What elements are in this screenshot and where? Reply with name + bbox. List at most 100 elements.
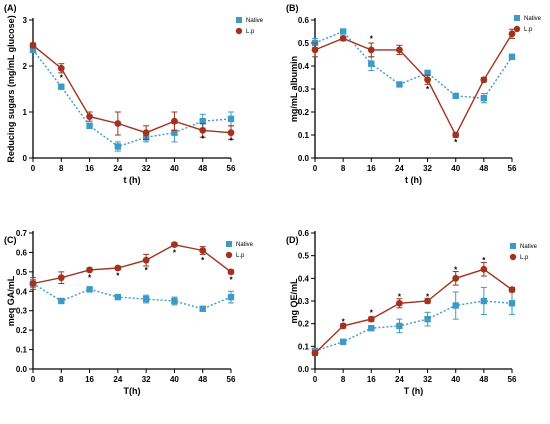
- significance-mark: *: [454, 265, 458, 274]
- data-point: [368, 60, 375, 67]
- data-point: [339, 338, 347, 345]
- x-axis-label: t (h): [124, 175, 141, 185]
- data-point: [508, 300, 516, 307]
- legend-label-native: Native: [236, 242, 254, 248]
- legend-marker-native: [510, 243, 516, 249]
- legend-marker-native: [226, 241, 232, 247]
- y-tick-label: 0.6: [298, 16, 310, 25]
- significance-mark: *: [60, 74, 64, 83]
- x-tick-label: 16: [85, 164, 94, 173]
- data-point: [396, 46, 403, 54]
- panel-label: (B): [286, 3, 299, 13]
- panel-a: (A) 0 1 2 3 0 8 16 24 32 40 48 56 t (h) Reducing sugar…: [4, 3, 264, 185]
- data-point: [29, 41, 37, 49]
- x-tick-label: 0: [313, 164, 318, 173]
- data-point: [424, 69, 431, 77]
- data-point: [424, 76, 431, 84]
- x-tick-label: 24: [395, 164, 404, 173]
- data-point: [227, 293, 235, 301]
- x-tick-label: 8: [59, 375, 64, 384]
- data-point: [367, 46, 375, 54]
- legend-label-native: Native: [246, 18, 264, 24]
- data-point: [227, 115, 235, 123]
- y-tick-label: 0.3: [298, 297, 310, 306]
- data-point: [424, 297, 431, 305]
- x-tick-label: 40: [451, 164, 460, 173]
- x-tick-label: 0: [31, 375, 36, 384]
- data-point: [311, 349, 319, 357]
- significance-mark: *: [116, 272, 120, 281]
- series-line: [314, 33, 513, 137]
- significance-mark: *: [173, 248, 177, 257]
- data-point: [508, 30, 516, 38]
- y-tick-label: 0.6: [16, 248, 28, 257]
- legend-marker-native: [514, 15, 520, 21]
- legend-label-native: Native: [524, 16, 542, 22]
- x-tick-label: 24: [395, 375, 404, 384]
- series-line: [32, 44, 232, 134]
- y-tick-label: 0.0: [16, 365, 28, 374]
- x-tick-label: 32: [142, 164, 151, 173]
- significance-mark: *: [482, 256, 486, 265]
- data-point: [58, 297, 65, 305]
- data-point: [86, 286, 93, 293]
- significance-mark: *: [342, 317, 346, 326]
- data-point: [367, 315, 375, 323]
- y-tick-label: 0.5: [298, 252, 310, 261]
- data-point: [227, 129, 235, 137]
- y-tick-label: 0.5: [298, 39, 310, 48]
- x-tick-label: 40: [170, 375, 179, 384]
- y-tick-label: 0.3: [298, 85, 310, 94]
- x-tick-label: 8: [59, 164, 64, 173]
- panel-label: (C): [4, 235, 17, 245]
- y-tick-label: 2: [23, 62, 28, 71]
- significance-mark: *: [426, 85, 430, 94]
- significance-mark: *: [370, 34, 374, 43]
- y-tick-label: 0.0: [298, 154, 310, 163]
- data-point: [452, 92, 459, 100]
- y-axis-label: mg QE/mL: [289, 278, 299, 324]
- data-point: [171, 129, 178, 136]
- series-line: [314, 30, 513, 99]
- data-point: [142, 256, 150, 264]
- x-tick-label: 56: [508, 164, 517, 173]
- series-line: [32, 282, 232, 310]
- data-point: [199, 118, 206, 125]
- legend-marker-native: [236, 17, 242, 23]
- data-point: [171, 117, 178, 125]
- significance-mark: *: [201, 256, 205, 265]
- significance-mark: *: [398, 292, 402, 301]
- data-point: [29, 46, 37, 54]
- significance-mark: *: [229, 137, 233, 146]
- data-point: [142, 129, 150, 137]
- y-tick-label: 0.0: [298, 365, 310, 374]
- panel-d: (D) 0.0 0.1 0.2 0.3 0.4 0.5 0.6 0 8 16 24 32 40 48 56 T …: [286, 229, 538, 396]
- x-tick-label: 8: [341, 164, 346, 173]
- data-point: [396, 322, 403, 330]
- panel-b: (B) 0.0 0.1 0.2 0.3 0.4 0.5 0.6 0 8 16 24 32 40 48 56 t …: [286, 3, 542, 185]
- x-tick-label: 32: [423, 164, 432, 173]
- data-point: [57, 274, 65, 282]
- y-tick-label: 0.6: [298, 229, 310, 238]
- legend-label-native: Native: [520, 244, 538, 250]
- significance-mark: *: [88, 274, 92, 283]
- y-axis-label: meq GA/mL: [6, 275, 16, 326]
- data-point: [227, 268, 235, 276]
- y-tick-label: 0.4: [16, 287, 28, 296]
- series-line: [314, 300, 513, 352]
- legend: Native L.p: [225, 241, 254, 259]
- data-point: [452, 302, 459, 309]
- y-tick-label: 1: [23, 108, 28, 117]
- data-point: [396, 299, 403, 307]
- data-point: [311, 46, 319, 54]
- y-tick-label: 0.2: [298, 320, 310, 329]
- data-point: [114, 264, 122, 272]
- x-tick-label: 48: [198, 164, 207, 173]
- x-tick-label: 48: [479, 164, 488, 173]
- legend: Native L.p: [509, 243, 538, 261]
- data-point: [199, 247, 207, 254]
- y-tick-label: 0.2: [298, 108, 310, 117]
- x-tick-label: 16: [85, 375, 94, 384]
- data-point: [29, 280, 37, 287]
